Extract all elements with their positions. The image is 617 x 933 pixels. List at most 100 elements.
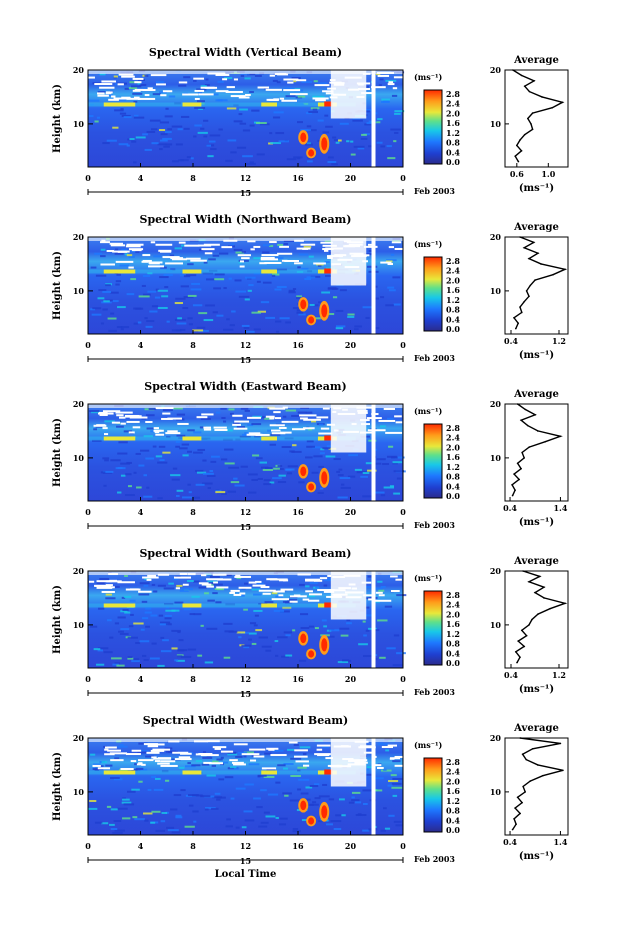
- heatmap-cell: [145, 607, 152, 610]
- heatmap-cell: [118, 441, 128, 444]
- heatmap-cell: [277, 465, 283, 468]
- heatmap-gap: [257, 86, 270, 89]
- heatmap-cell: [309, 785, 319, 788]
- heatmap-cell: [131, 660, 140, 663]
- heatmap-gap: [178, 81, 188, 84]
- heatmap-cell: [378, 589, 385, 592]
- colorbar: [423, 423, 443, 499]
- heatmap-cell: [292, 288, 297, 291]
- heatmap-cell: [145, 457, 155, 460]
- heatmap-gap: [148, 261, 163, 264]
- heatmap-cell: [313, 80, 318, 83]
- heatmap-cell: [391, 94, 398, 97]
- heatmap-cell: [194, 106, 206, 109]
- heatmap-cell: [265, 815, 276, 818]
- heatmap-cell: [260, 301, 270, 304]
- heatmap-cell: [174, 247, 182, 250]
- heatmap-cell: [291, 414, 302, 417]
- heatmap-cell: [100, 255, 106, 258]
- heatmap-cell: [275, 654, 279, 657]
- heatmap-cell: [297, 121, 303, 124]
- heatmap-cell: [105, 593, 112, 596]
- heatmap-cell: [305, 456, 313, 459]
- heatmap-cell: [124, 574, 128, 577]
- heatmap-cell: [393, 820, 402, 823]
- avg-x-tick-label: 0.6: [510, 169, 524, 179]
- heatmap-cell: [176, 489, 184, 492]
- heatmap-cell: [223, 328, 234, 331]
- heatmap-cell: [372, 789, 383, 792]
- average-point: [534, 279, 536, 281]
- heatmap-gap: [292, 428, 306, 431]
- heatmap-cell: [161, 295, 169, 298]
- average-xlabel: (ms⁻¹): [519, 183, 554, 194]
- heatmap-cell: [238, 636, 242, 639]
- heatmap-cell: [300, 792, 309, 795]
- heatmap-cell: [301, 80, 313, 83]
- heatmap-cell: [387, 417, 394, 420]
- heatmap-cell: [118, 143, 129, 146]
- heatmap-gap: [161, 417, 173, 420]
- heatmap-gap: [108, 98, 119, 101]
- heatmap-cell: [332, 296, 338, 299]
- heatmap-cell: [229, 412, 234, 415]
- heatmap-gap: [302, 764, 310, 767]
- heatmap-cell: [98, 289, 107, 292]
- heatmap-hotspot: [324, 602, 333, 608]
- heatmap-cell: [188, 794, 199, 797]
- heatmap-cell: [93, 763, 101, 766]
- heatmap-cell: [112, 585, 120, 588]
- heatmap-cell: [313, 455, 323, 458]
- heatmap-cell: [177, 128, 183, 131]
- average-point: [542, 774, 544, 777]
- heatmap-gap: [320, 427, 330, 430]
- average-point: [513, 317, 515, 319]
- heatmap-cell: [151, 810, 161, 813]
- heatmap-cell: [285, 321, 291, 324]
- heatmap-cell: [247, 289, 252, 292]
- colorbar-tick-label: 0.0: [446, 491, 460, 501]
- avg-y-tick-label: 20: [490, 399, 502, 409]
- heatmap-gap: [260, 256, 275, 259]
- heatmap-cell: [200, 624, 204, 627]
- heatmap-gap: [152, 748, 171, 751]
- heatmap-cell: [177, 631, 181, 634]
- colorbar-tick-label: 2.0: [446, 776, 460, 786]
- heatmap-gap: [226, 86, 235, 89]
- heatmap-gap: [278, 579, 286, 582]
- heatmap-cell: [200, 85, 207, 88]
- heatmap-cell: [151, 142, 159, 145]
- heatmap-gap: [280, 588, 294, 591]
- heatmap-gap: [395, 578, 402, 581]
- heatmap-cell: [307, 160, 313, 163]
- heatmap-cell: [196, 326, 206, 329]
- heatmap-cell: [175, 440, 181, 443]
- heatmap-cell: [178, 766, 185, 769]
- heatmap-cell: [377, 619, 388, 622]
- heatmap-cell: [390, 774, 397, 777]
- heatmap-cell: [236, 426, 246, 429]
- heatmap-cell: [393, 140, 397, 143]
- heatmap-core: [321, 137, 328, 151]
- heatmap-cell: [94, 120, 99, 123]
- heatmap-cell: [289, 450, 295, 453]
- heatmap-gap: [111, 421, 120, 424]
- heatmap-cell: [365, 597, 376, 600]
- heatmap-cell: [120, 328, 124, 331]
- x-tick-label: 12: [240, 674, 251, 684]
- heatmap-cell: [367, 766, 376, 769]
- heatmap-gap: [302, 598, 310, 601]
- heatmap-missing: [371, 571, 376, 668]
- heatmap-cell: [100, 471, 106, 474]
- heatmap-cell: [291, 450, 302, 453]
- heatmap-hotspot: [324, 101, 333, 107]
- heatmap-gap: [288, 741, 298, 744]
- heatmap-cell: [340, 634, 349, 637]
- heatmap-cell: [180, 159, 189, 162]
- heatmap-cell: [245, 330, 255, 333]
- heatmap-cell: [373, 112, 378, 115]
- x-tick-label: 8: [190, 173, 196, 183]
- colorbar-tick-label: 2.4: [446, 767, 460, 777]
- heatmap-cell: [251, 588, 261, 591]
- heatmap-gap: [255, 580, 262, 583]
